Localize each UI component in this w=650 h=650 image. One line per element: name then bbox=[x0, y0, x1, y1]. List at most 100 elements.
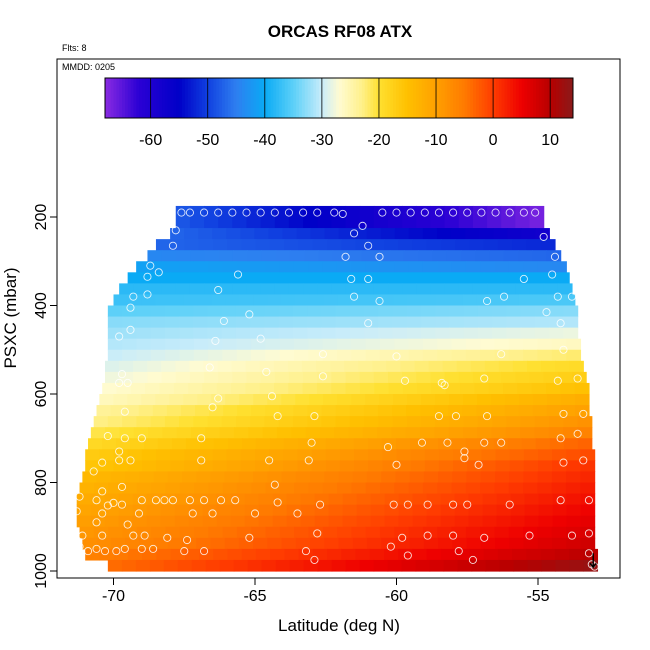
heatmap-cell bbox=[324, 471, 340, 484]
heatmap-cell bbox=[136, 338, 152, 351]
heatmap-cell bbox=[520, 305, 536, 318]
heatmap-cell bbox=[482, 493, 498, 506]
heatmap-cell bbox=[424, 460, 440, 473]
colorbar-segment bbox=[159, 78, 163, 118]
heatmap-cell bbox=[222, 526, 238, 539]
colorbar-segment bbox=[316, 78, 320, 118]
heatmap-cell bbox=[328, 515, 344, 528]
heatmap-cell bbox=[318, 250, 334, 262]
heatmap-cell bbox=[76, 515, 92, 528]
heatmap-cell bbox=[546, 294, 562, 307]
data-point bbox=[480, 533, 489, 542]
heatmap-cell bbox=[239, 294, 254, 307]
heatmap-cell bbox=[566, 349, 582, 362]
heatmap-cell bbox=[560, 394, 576, 406]
heatmap-cell bbox=[470, 360, 486, 373]
data-point bbox=[270, 480, 279, 489]
data-point bbox=[584, 496, 593, 505]
heatmap-cell bbox=[88, 438, 103, 450]
data-point bbox=[398, 533, 407, 542]
heatmap-cell bbox=[458, 371, 474, 384]
data-point bbox=[318, 372, 327, 381]
heatmap-cell bbox=[102, 382, 118, 395]
colorbar-segment bbox=[273, 78, 277, 118]
heatmap-cell bbox=[196, 537, 212, 550]
heatmap-cell bbox=[244, 493, 260, 506]
heatmap-cell bbox=[383, 239, 399, 251]
heatmap-cell bbox=[394, 338, 410, 351]
heatmap-cell bbox=[264, 316, 280, 329]
heatmap-cell bbox=[236, 338, 252, 351]
heatmap-cell bbox=[179, 338, 195, 351]
heatmap-cell bbox=[147, 250, 163, 262]
data-point bbox=[92, 544, 101, 553]
heatmap-cell bbox=[396, 449, 412, 461]
heatmap-cell bbox=[291, 427, 307, 439]
heatmap-cell bbox=[160, 504, 176, 517]
heatmap-cell bbox=[269, 438, 285, 450]
heatmap-cell bbox=[169, 394, 184, 406]
heatmap-cell bbox=[465, 349, 481, 362]
heatmap-cell bbox=[445, 382, 461, 395]
heatmap-cell bbox=[146, 515, 162, 528]
heatmap-cell bbox=[574, 394, 590, 406]
heatmap-cell bbox=[435, 294, 450, 307]
heatmap-cell bbox=[119, 371, 134, 384]
colorbar-segment bbox=[261, 78, 266, 118]
heatmap-cell bbox=[449, 327, 465, 340]
heatmap-cell bbox=[139, 471, 155, 484]
heatmap-cell bbox=[443, 559, 459, 572]
y-tick-label: 1000 bbox=[33, 553, 50, 589]
data-point bbox=[559, 345, 568, 354]
heatmap-cell bbox=[477, 316, 493, 329]
heatmap-cell bbox=[437, 338, 453, 351]
data-point bbox=[301, 547, 310, 556]
heatmap-cell bbox=[216, 515, 232, 528]
data-point bbox=[219, 316, 228, 326]
heatmap-cell bbox=[345, 205, 361, 229]
heatmap-cell bbox=[132, 493, 148, 506]
heatmap-cell bbox=[538, 460, 553, 473]
colorbar-segment bbox=[453, 78, 457, 118]
heatmap-cell bbox=[113, 394, 128, 406]
x-tick-label: -65 bbox=[243, 588, 266, 605]
data-point bbox=[460, 447, 469, 456]
heatmap-cell bbox=[199, 438, 215, 450]
heatmap-cell bbox=[563, 327, 579, 340]
heatmap-cell bbox=[508, 526, 524, 539]
heatmap-cell bbox=[221, 416, 237, 428]
heatmap-cell bbox=[524, 493, 540, 506]
heatmap-cell bbox=[480, 471, 496, 484]
heatmap-cell bbox=[250, 416, 266, 428]
colorbar-segment bbox=[467, 78, 471, 118]
data-point bbox=[443, 438, 452, 447]
data-point bbox=[83, 547, 93, 556]
heatmap-cell bbox=[449, 305, 465, 318]
heatmap-cell bbox=[283, 449, 299, 461]
heatmap-cell bbox=[294, 482, 310, 495]
heatmap-cell bbox=[135, 559, 151, 572]
heatmap-cell bbox=[526, 239, 542, 251]
heatmap-cell bbox=[107, 349, 123, 362]
heatmap-cell bbox=[231, 382, 246, 395]
data-point bbox=[505, 208, 514, 217]
heatmap-cell bbox=[580, 537, 596, 550]
heatmap-cell bbox=[207, 261, 223, 273]
heatmap-cell bbox=[388, 371, 403, 384]
heatmap-cell bbox=[171, 438, 187, 450]
data-point bbox=[347, 274, 356, 284]
colorbar-segment bbox=[296, 78, 300, 118]
heatmap-cell bbox=[133, 371, 149, 384]
heatmap-cell bbox=[307, 305, 322, 318]
heatmap-cell bbox=[416, 371, 432, 384]
heatmap-cell bbox=[512, 360, 528, 373]
heatmap-cell bbox=[398, 515, 414, 528]
data-point bbox=[120, 407, 129, 416]
heatmap-cell bbox=[409, 438, 425, 450]
heatmap-cell bbox=[127, 272, 143, 284]
data-point bbox=[310, 412, 319, 421]
heatmap-cell bbox=[469, 272, 485, 284]
heatmap-cell bbox=[331, 559, 347, 572]
heatmap-cell bbox=[286, 493, 302, 506]
heatmap-cell bbox=[527, 559, 543, 572]
